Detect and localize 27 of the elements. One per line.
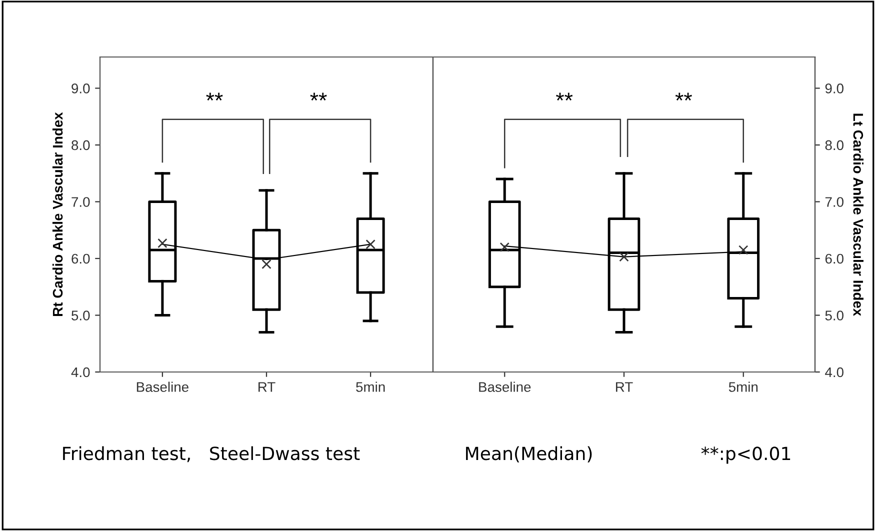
annotation: ** (675, 92, 692, 101)
annotation: ** (310, 92, 327, 101)
y2-tick-label: 9.0 (825, 84, 844, 94)
y-axis-title: Rt Cardio Ankle Vascular Index (52, 112, 63, 316)
y-tick-label: 7.0 (72, 197, 90, 207)
x-tick-label: RT (258, 382, 276, 392)
text: Friedman test, Steel-Dwass test (63, 446, 360, 462)
x-tick-label: Baseline (136, 382, 188, 392)
y2-tick-label: 8.0 (825, 140, 844, 150)
y2-axis-title: Lt Cardio Ankle Vascular Index (853, 114, 864, 316)
y-tick-label: 5.0 (72, 310, 90, 320)
annotation: ** (556, 92, 573, 101)
text: Mean(Median) (466, 446, 592, 462)
annotation: ** (206, 92, 223, 101)
x-tick-label: Baseline (479, 382, 531, 392)
y2-tick-label: 7.0 (825, 197, 844, 207)
y-tick-label: 4.0 (71, 367, 90, 378)
x-tick-label: 5min (356, 382, 385, 392)
x-tick-label: RT (616, 382, 633, 392)
y-tick-label: 9.0 (72, 84, 90, 94)
y-tick-label: 8.0 (72, 140, 90, 150)
y-tick-label: 6.0 (72, 254, 90, 264)
y2-tick-label: 5.0 (825, 310, 844, 320)
x-tick-label: 5min (728, 382, 758, 392)
y2-tick-label: 6.0 (825, 254, 844, 264)
y2-tick-label: 4.0 (825, 367, 844, 378)
text: **:p<0.01 (701, 446, 790, 464)
